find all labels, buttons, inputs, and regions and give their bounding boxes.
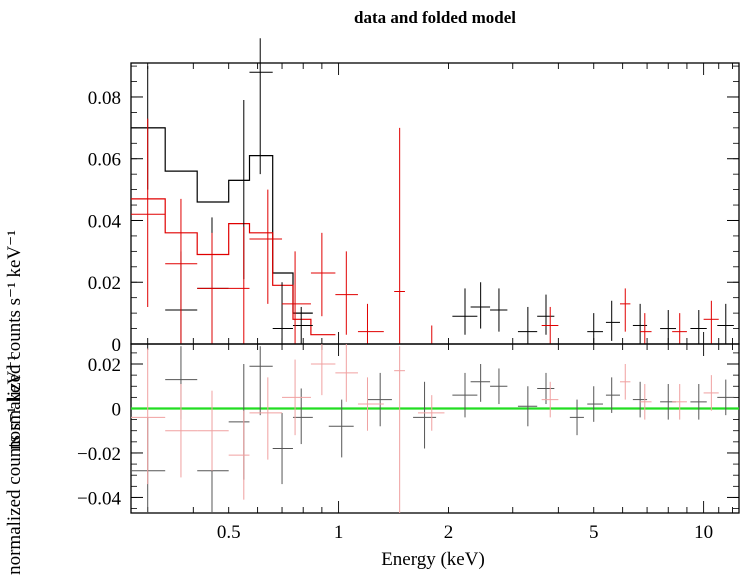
y-tick-label: 0 bbox=[112, 399, 122, 420]
y-tick-label: −0.04 bbox=[77, 488, 121, 509]
y-tick-label: 0 bbox=[112, 335, 122, 356]
bottom-panel: 0.02 0 −0.02 −0.04 0.5 1 2 5 10 bbox=[77, 343, 740, 543]
y-tick-label: −0.02 bbox=[77, 444, 121, 465]
x-tick-label: 10 bbox=[694, 522, 713, 543]
top-panel: 0 0.02 0.04 0.06 0.08 bbox=[88, 38, 740, 356]
chart-title: data and folded model bbox=[354, 8, 516, 27]
x-tick-label: 0.5 bbox=[217, 522, 241, 543]
y-tick-label: 0.06 bbox=[88, 150, 121, 171]
x-tick-label: 2 bbox=[444, 522, 454, 543]
x-tick-label: 1 bbox=[334, 522, 344, 543]
x-tick-label: 5 bbox=[589, 522, 599, 543]
y-axis-label-bottom: normalized counts s⁻¹ keV⁻¹ bbox=[4, 355, 25, 575]
model-step-series-1 bbox=[131, 198, 336, 336]
y-tick-label: 0.02 bbox=[88, 355, 121, 376]
x-axis-label: Energy (keV) bbox=[381, 549, 485, 570]
top-panel-frame bbox=[130, 62, 740, 345]
y-axis-label: normalized counts s⁻¹ keV⁻¹ bbox=[4, 230, 25, 450]
y-tick-label: 0.08 bbox=[88, 88, 121, 109]
y-tick-label: 0.04 bbox=[88, 211, 122, 232]
y-tick-label: 0.02 bbox=[88, 273, 121, 294]
bottom-panel-frame bbox=[130, 343, 740, 514]
